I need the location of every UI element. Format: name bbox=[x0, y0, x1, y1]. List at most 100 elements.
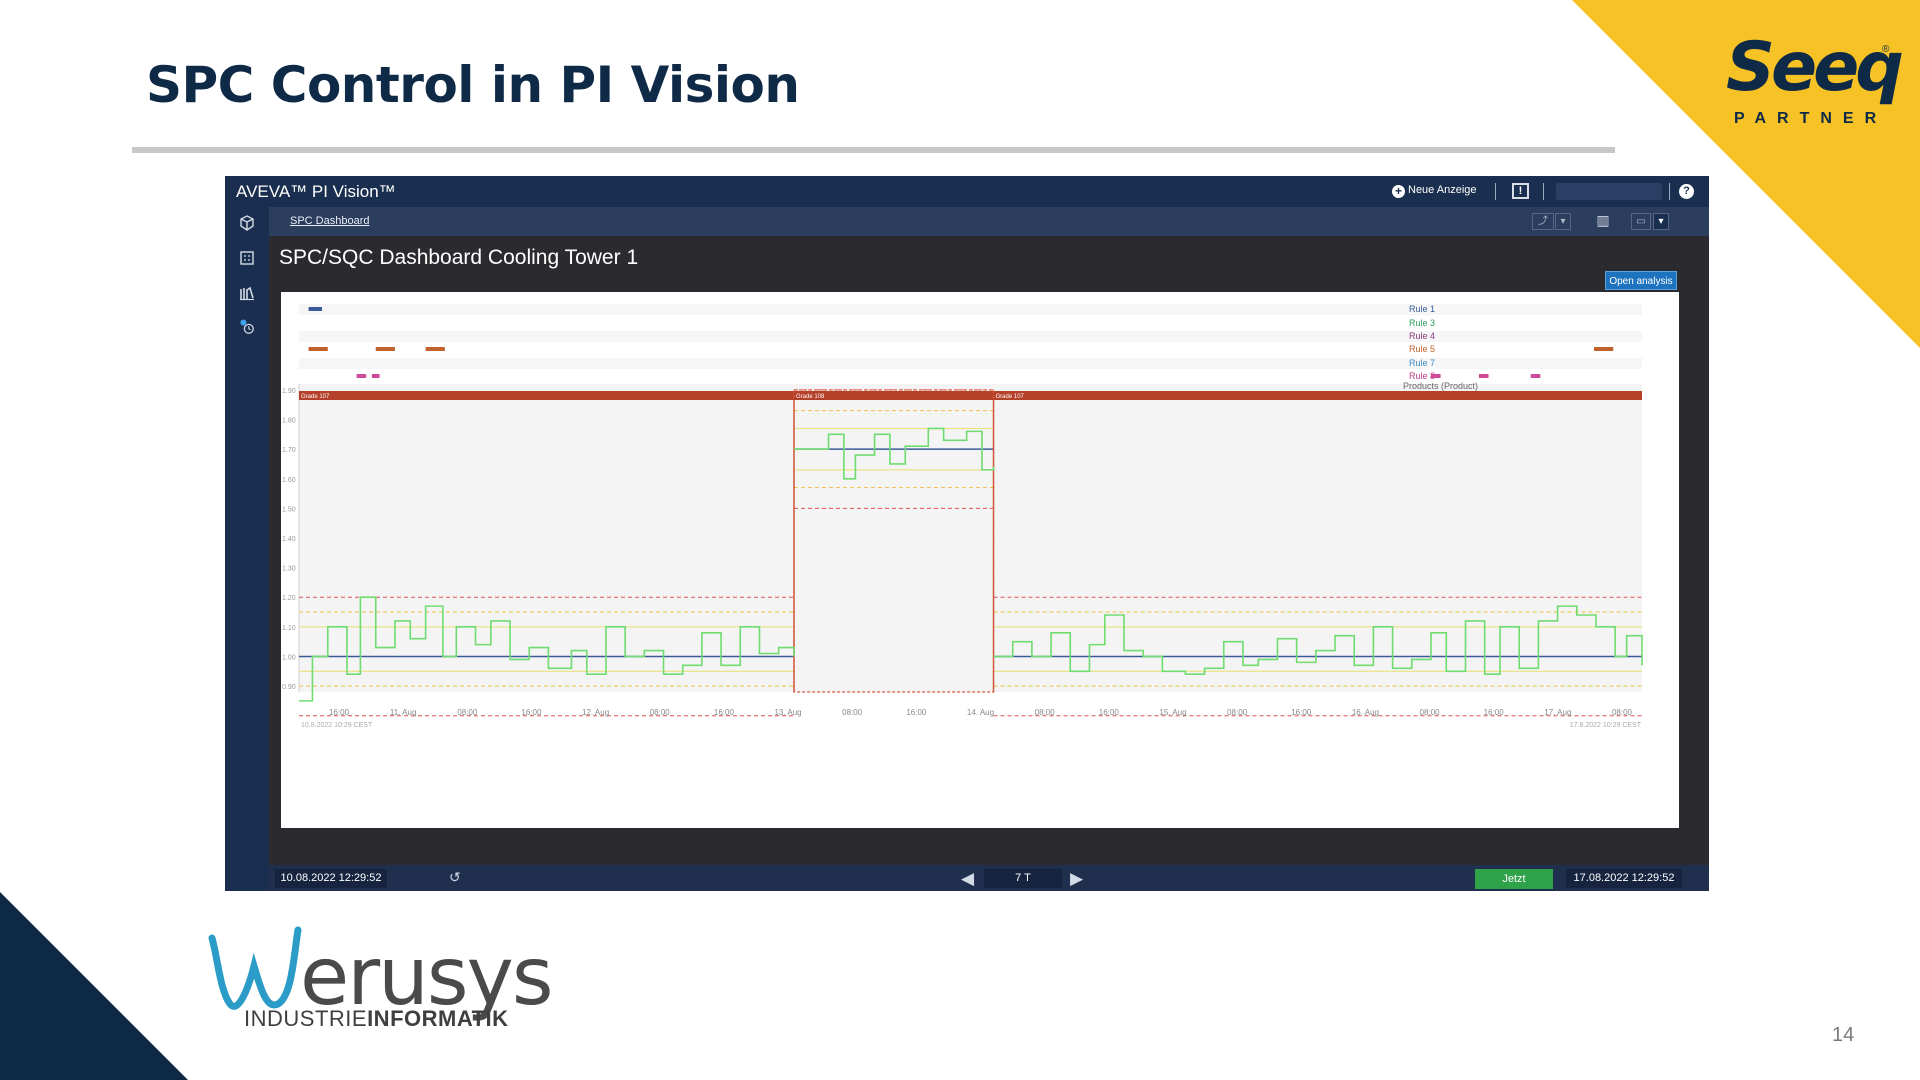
x-tick-label: 08:00 bbox=[1420, 708, 1441, 717]
x-end-label: 17.8.2022 10:29 CEST bbox=[1570, 722, 1642, 729]
time-bar: 10.08.2022 12:29:52 ↺ ◀ 7 T ▶ Jetzt 17.0… bbox=[269, 865, 1709, 891]
x-tick-label: 14. Aug bbox=[967, 708, 994, 717]
breadcrumb-bar: SPC Dashboard ⤴ ▾ ▥ ▭ ▾ bbox=[269, 207, 1709, 236]
y-tick-label: 1.10 bbox=[282, 625, 296, 632]
pi-vision-header: AVEVA™ PI Vision™ + Neue Anzeige ! ? bbox=[225, 176, 1709, 207]
library-icon[interactable] bbox=[239, 285, 255, 301]
clock-settings-icon[interactable] bbox=[239, 319, 255, 335]
grade-segment bbox=[793, 391, 994, 400]
y-tick-label: 1.50 bbox=[282, 506, 296, 513]
alert-icon[interactable]: ! bbox=[1512, 183, 1529, 199]
x-tick-label: 15. Aug bbox=[1159, 708, 1186, 717]
x-tick-label: 16:00 bbox=[1484, 708, 1505, 717]
seeq-partner-logo: Seeq ® PARTNER bbox=[1726, 28, 1904, 128]
y-tick-label: 1.80 bbox=[282, 418, 296, 425]
rule-legend-entry: Rule 7 bbox=[1409, 358, 1435, 368]
duration-field[interactable]: 7 T bbox=[984, 869, 1062, 888]
x-tick-label: 16:00 bbox=[521, 708, 542, 717]
rule-legend-entry: Rule 3 bbox=[1409, 318, 1435, 328]
pi-vision-brand: AVEVA™ PI Vision™ bbox=[236, 182, 396, 201]
rule-event-mark bbox=[1430, 374, 1441, 378]
y-tick-label: 1.40 bbox=[282, 536, 296, 543]
svg-text:erusys: erusys bbox=[300, 930, 552, 1023]
rule-event-mark bbox=[375, 347, 395, 351]
rule-legend-entry: Rule 8 bbox=[1409, 371, 1435, 381]
header-separator bbox=[1543, 183, 1544, 200]
plus-circle-icon: + bbox=[1392, 185, 1405, 198]
rule-event-mark bbox=[1594, 347, 1614, 351]
series-line bbox=[993, 605, 1643, 676]
grade-segment bbox=[993, 391, 1642, 400]
seeq-registered-mark: ® bbox=[1882, 44, 1890, 55]
rule-legend-entry: Rule 5 bbox=[1409, 344, 1435, 354]
series-line bbox=[299, 596, 795, 702]
pi-vision-sidebar bbox=[225, 207, 269, 891]
save-icon[interactable]: ▭ bbox=[1631, 213, 1651, 230]
werusys-subtitle: INDUSTRIEINFORMATIK bbox=[244, 1006, 509, 1032]
user-name-redacted[interactable] bbox=[1556, 183, 1662, 200]
y-tick-label: 1.30 bbox=[282, 566, 296, 573]
save-dropdown-icon[interactable]: ▾ bbox=[1653, 213, 1669, 230]
display-title: SPC/SQC Dashboard Cooling Tower 1 bbox=[279, 246, 639, 269]
grade-segment bbox=[299, 391, 794, 400]
calculator-icon[interactable] bbox=[239, 250, 255, 266]
end-time-field[interactable]: 17.08.2022 12:29:52 bbox=[1566, 869, 1682, 888]
previous-period-icon[interactable]: ◀ bbox=[961, 869, 975, 888]
x-tick-label: 08:00 bbox=[842, 708, 863, 717]
werusys-subtitle-right: INFORMATIK bbox=[367, 1006, 509, 1031]
rule-event-mark bbox=[1478, 374, 1489, 378]
header-separator bbox=[1495, 183, 1496, 200]
x-tick-label: 11. Aug bbox=[390, 708, 417, 717]
grade-segment-label: Grade 107 bbox=[996, 394, 1025, 400]
werusys-logo: werusys erusys bbox=[208, 926, 554, 1023]
series-line bbox=[793, 427, 995, 480]
trend-tool-icon[interactable]: ⤴ bbox=[1532, 213, 1554, 230]
x-tick-label: 16. Aug bbox=[1352, 708, 1379, 717]
x-tick-label: 12. Aug bbox=[582, 708, 609, 717]
x-tick-label: 16:00 bbox=[1099, 708, 1120, 717]
new-display-label: Neue Anzeige bbox=[1408, 184, 1477, 196]
x-tick-label: 08:00 bbox=[1612, 708, 1633, 717]
rule-lane bbox=[299, 344, 1642, 355]
y-tick-label: 1.60 bbox=[282, 477, 296, 484]
new-display-button[interactable]: + Neue Anzeige bbox=[1392, 184, 1477, 198]
rule-event-mark bbox=[371, 374, 380, 378]
spc-trend-chart[interactable]: Rule 1 Rule 3 Rule 4 Rule 5 Rule 7 Rule 8 Prod… bbox=[281, 292, 1679, 828]
trend-svg: Rule 1 Rule 3 Rule 4 Rule 5 Rule 7 Rule 8Prod… bbox=[282, 304, 1643, 729]
trend-dropdown-icon[interactable]: ▾ bbox=[1555, 213, 1571, 230]
plot-area bbox=[299, 384, 1642, 692]
x-tick-label: 08:00 bbox=[457, 708, 478, 717]
columns-icon[interactable]: ▥ bbox=[1596, 212, 1610, 228]
x-tick-label: 16:00 bbox=[714, 708, 735, 717]
seeq-partner-tagline: PARTNER bbox=[1734, 110, 1888, 127]
x-tick-label: 16:00 bbox=[329, 708, 350, 717]
help-icon[interactable]: ? bbox=[1679, 184, 1694, 199]
cube-icon[interactable] bbox=[239, 215, 255, 231]
start-time-field[interactable]: 10.08.2022 12:29:52 bbox=[275, 869, 387, 888]
grade-segment-label: Grade 108 bbox=[796, 394, 825, 400]
seeq-logo-word: Seeq bbox=[1726, 28, 1904, 107]
rule-lane bbox=[299, 304, 1642, 315]
next-period-icon[interactable]: ▶ bbox=[1070, 869, 1084, 888]
x-tick-label: 08:00 bbox=[1227, 708, 1248, 717]
now-button[interactable]: Jetzt bbox=[1475, 869, 1553, 889]
x-start-label: 10.8.2022 10:29 CEST bbox=[301, 722, 373, 729]
rule-lane bbox=[299, 318, 1642, 329]
y-tick-label: 1.20 bbox=[282, 595, 296, 602]
header-separator bbox=[1669, 183, 1670, 200]
y-tick-label: 0.90 bbox=[282, 684, 296, 691]
x-tick-label: 08:00 bbox=[1035, 708, 1056, 717]
open-analysis-button[interactable]: Open analysis bbox=[1605, 271, 1677, 290]
slide-title: SPC Control in PI Vision bbox=[146, 56, 800, 114]
rule-lane bbox=[299, 331, 1642, 342]
y-tick-label: 1.90 bbox=[282, 388, 296, 395]
page-number: 14 bbox=[1832, 1024, 1855, 1046]
breadcrumb-spc-dashboard[interactable]: SPC Dashboard bbox=[290, 215, 370, 227]
werusys-subtitle-left: INDUSTRIE bbox=[244, 1006, 368, 1031]
rule-lane bbox=[299, 371, 1642, 382]
rule-legend-entry: Rule 4 bbox=[1409, 331, 1435, 341]
x-tick-label: 17. Aug bbox=[1544, 708, 1571, 717]
reload-icon[interactable]: ↺ bbox=[449, 869, 461, 885]
